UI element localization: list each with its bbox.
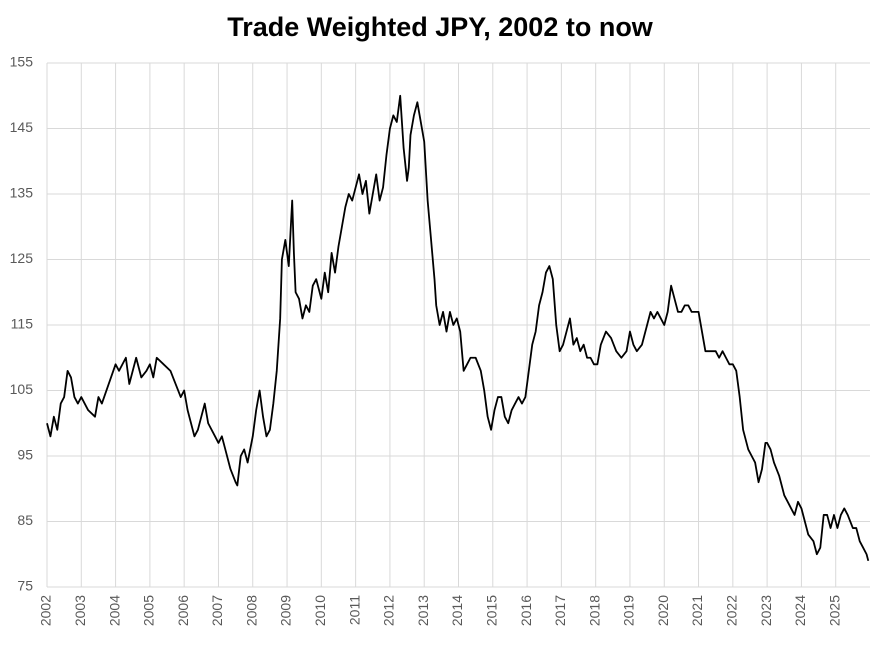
x-tick-label: 2021	[689, 595, 705, 626]
x-tick-label: 2015	[483, 595, 499, 626]
y-tick-label: 95	[17, 447, 33, 463]
x-tick-label: 2009	[278, 595, 294, 626]
x-tick-label: 2010	[312, 595, 328, 626]
chart-title: Trade Weighted JPY, 2002 to now	[227, 12, 654, 42]
x-tick-label: 2025	[826, 595, 842, 626]
x-tick-label: 2022	[724, 595, 740, 626]
x-tick-label: 2008	[243, 595, 259, 626]
x-tick-label: 2014	[449, 595, 465, 626]
x-tick-label: 2011	[346, 595, 362, 625]
y-tick-label: 115	[11, 316, 34, 332]
x-tick-label: 2004	[106, 595, 122, 626]
x-tick-label: 2019	[621, 595, 637, 626]
x-tick-label: 2013	[415, 595, 431, 626]
x-tick-label: 2020	[655, 595, 671, 626]
y-tick-label: 135	[10, 185, 34, 201]
x-tick-label: 2016	[518, 595, 534, 626]
x-tick-label: 2005	[141, 595, 157, 626]
x-tick-label: 2003	[72, 595, 88, 626]
y-tick-label: 125	[10, 250, 34, 266]
y-tick-label: 155	[10, 54, 34, 70]
x-tick-label: 2006	[175, 595, 191, 626]
x-tick-label: 2018	[586, 595, 602, 626]
x-tick-label: 2012	[381, 595, 397, 626]
y-tick-label: 75	[17, 578, 33, 594]
data-line	[46, 94, 870, 562]
x-tick-label: 2007	[209, 595, 225, 626]
y-tick-label: 105	[10, 381, 34, 397]
y-tick-label: 85	[17, 512, 33, 528]
y-tick-label: 145	[10, 119, 34, 135]
x-tick-label: 2024	[792, 595, 808, 626]
x-tick-label: 2023	[758, 595, 774, 626]
x-tick-label: 2002	[38, 595, 54, 626]
x-tick-label: 2017	[552, 595, 568, 626]
